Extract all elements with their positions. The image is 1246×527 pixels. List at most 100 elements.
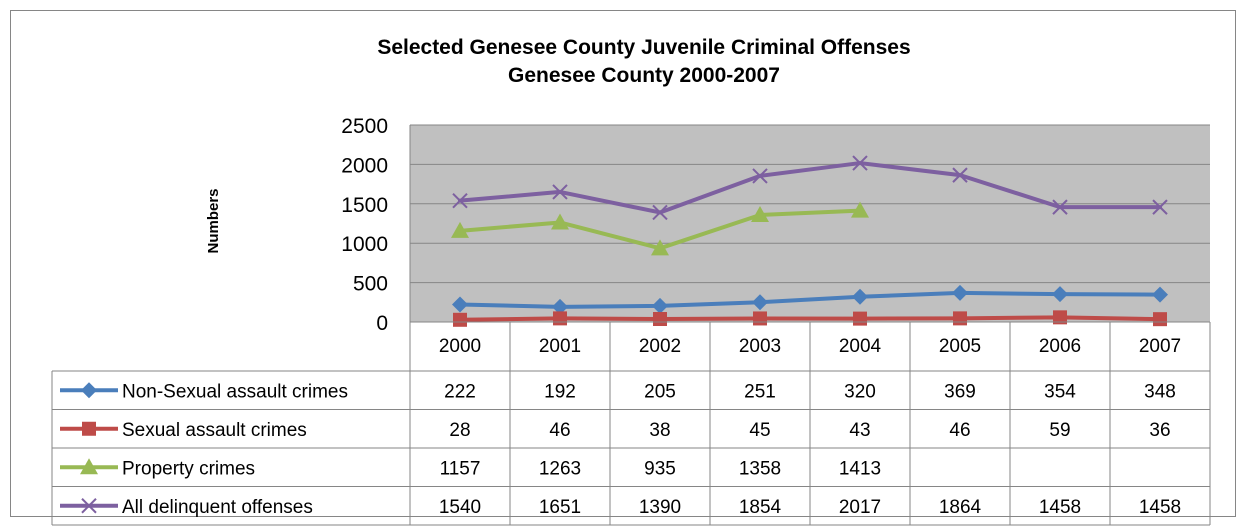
data-point	[653, 312, 667, 327]
series-3	[452, 155, 1168, 221]
legend-label: All delinquent offenses	[122, 497, 313, 518]
data-point-stroke	[1152, 199, 1168, 215]
data-point	[551, 213, 569, 230]
table-value: 354	[1044, 381, 1076, 402]
data-point	[1052, 286, 1068, 303]
data-point-stroke	[81, 498, 97, 514]
series-lines	[451, 155, 1168, 327]
table-value: 1358	[739, 458, 781, 479]
data-point-stroke	[1052, 199, 1068, 215]
table-value: 1854	[739, 497, 782, 518]
table-value: 369	[944, 381, 976, 402]
data-point-stroke	[752, 168, 768, 184]
data-point	[552, 298, 568, 315]
table-value: 1864	[939, 497, 982, 518]
data-point	[553, 311, 567, 326]
category-label: 2003	[739, 336, 781, 357]
data-point	[451, 221, 469, 238]
data-table: 2000 2001 2002 2003 2004 2005 2006 2007 Non-Sexu…	[51, 321, 1211, 526]
table-value: 1651	[539, 497, 581, 518]
y-tick-label: 0	[376, 312, 388, 335]
table-value: 1157	[440, 458, 481, 479]
data-point	[1153, 312, 1167, 327]
data-point-stroke	[652, 204, 668, 221]
y-tick-label: 1500	[341, 194, 388, 217]
series-line	[458, 315, 1162, 322]
chart-title: Selected Genesee County Juvenile Crimina…	[377, 36, 910, 59]
data-point	[952, 167, 968, 183]
data-point	[852, 155, 868, 171]
table-value: 1458	[1039, 497, 1081, 518]
data-point	[753, 311, 767, 326]
data-point	[651, 239, 669, 256]
data-point	[652, 204, 668, 221]
data-point	[1152, 199, 1168, 215]
data-point	[453, 312, 467, 327]
table-value: 348	[1144, 381, 1176, 402]
legend-key	[60, 421, 118, 436]
data-point	[752, 168, 768, 184]
table-value: 1263	[539, 458, 581, 479]
table-value: 43	[849, 420, 870, 441]
table-value: 1413	[839, 458, 881, 479]
table-value: 192	[544, 381, 576, 402]
table-value: 36	[1149, 420, 1170, 441]
data-point	[751, 205, 769, 222]
table-value: 251	[744, 381, 776, 402]
table-value: 1458	[1139, 497, 1181, 518]
data-point	[953, 311, 967, 326]
table-value: 935	[644, 458, 676, 479]
category-label: 2004	[839, 336, 882, 357]
data-point	[452, 296, 468, 313]
category-label: 2000	[439, 336, 481, 357]
gridlines	[409, 124, 1210, 322]
legend-label: Non-Sexual assault crimes	[122, 381, 348, 402]
category-label: 2005	[939, 336, 981, 357]
table-value: 28	[449, 420, 470, 441]
data-point-stroke	[852, 155, 868, 171]
data-point	[1052, 199, 1068, 215]
legend-key	[60, 458, 118, 475]
series-2	[451, 201, 869, 256]
category-label: 2001	[539, 336, 581, 357]
legend-key	[60, 382, 118, 399]
table-value: 38	[649, 420, 670, 441]
y-tick-label: 1000	[341, 233, 388, 256]
data-point	[552, 184, 568, 200]
data-point	[652, 297, 668, 314]
data-point	[1152, 286, 1168, 303]
y-axis-label: Numbers	[205, 188, 222, 253]
y-tick-label: 500	[353, 273, 388, 296]
series-line	[458, 161, 1162, 215]
data-point	[452, 192, 468, 209]
data-point	[81, 382, 97, 399]
data-point-stroke	[952, 167, 968, 183]
legend-label: Sexual assault crimes	[122, 420, 307, 441]
table-value: 45	[749, 420, 770, 441]
data-point	[852, 288, 868, 305]
table-value: 205	[644, 381, 676, 402]
data-point	[81, 498, 97, 514]
category-label: 2006	[1039, 336, 1081, 357]
data-point-stroke	[552, 184, 568, 200]
legend-label: Property crimes	[122, 458, 255, 479]
legend-key	[60, 498, 118, 514]
data-point	[1053, 310, 1067, 325]
data-point	[853, 311, 867, 326]
y-axis-ticks: 0 500 1000 1500 2000 2500	[341, 115, 388, 335]
table-value: 46	[549, 420, 570, 441]
chart-subtitle: Genesee County 2000-2007	[508, 64, 780, 87]
data-point	[952, 284, 968, 301]
table-value: 222	[444, 381, 476, 402]
data-point	[80, 458, 98, 475]
category-label: 2007	[1139, 336, 1181, 357]
category-label: 2002	[639, 336, 681, 357]
table-value: 320	[844, 381, 876, 402]
data-point	[851, 201, 869, 218]
series-0	[452, 284, 1168, 315]
table-value: 59	[1049, 420, 1070, 441]
table-value: 1390	[639, 497, 681, 518]
y-tick-label: 2500	[341, 115, 388, 138]
data-point-stroke	[452, 192, 468, 209]
